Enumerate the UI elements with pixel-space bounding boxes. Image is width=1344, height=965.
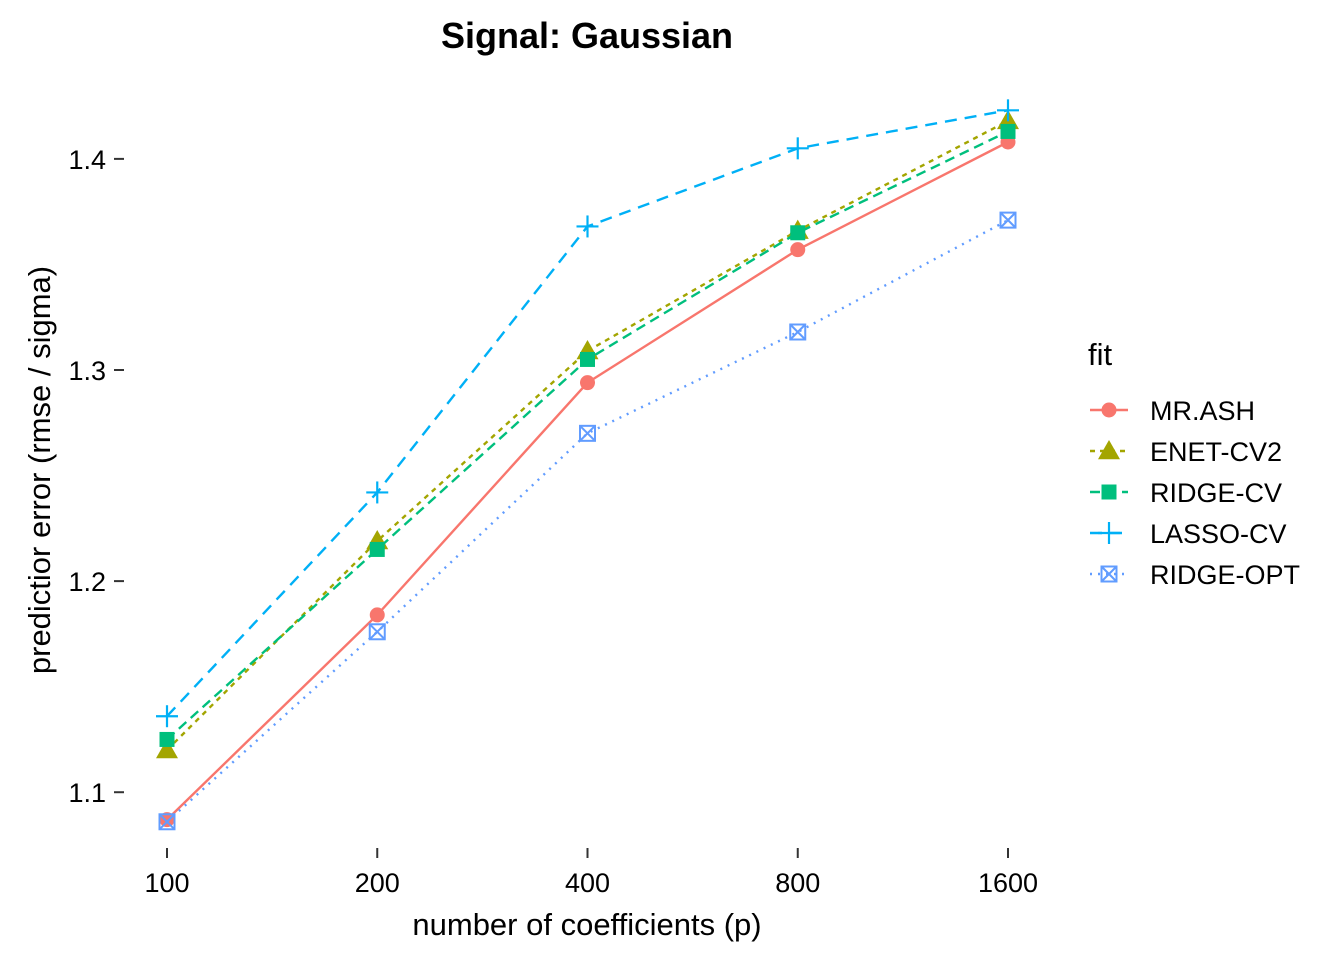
chart-title: Signal: Gaussian — [441, 15, 733, 56]
legend-item-enet-cv2: ENET-CV2 — [1090, 437, 1282, 467]
series-lasso-cv-point — [786, 137, 809, 160]
series-lasso-cv — [156, 99, 1019, 728]
legend-item-ridge-cv: RIDGE-CV — [1090, 478, 1282, 508]
legend-title: fit — [1088, 337, 1113, 372]
x-tick-label: 800 — [775, 868, 820, 898]
x-tick-label: 100 — [144, 868, 189, 898]
series-mr-ash-point — [369, 607, 385, 623]
series-mr-ash-point — [790, 242, 806, 258]
series-mr-ash-line — [166, 140, 1009, 821]
y-tick-label: 1.2 — [68, 567, 106, 597]
series-lasso-cv-point — [366, 481, 389, 504]
y-tick-label: 1.1 — [68, 778, 106, 808]
legend-key-point — [1100, 565, 1118, 583]
series-ridge-cv-point — [369, 541, 385, 557]
series-mr-ash — [159, 134, 1016, 828]
axes: 1.1 1.2 1.3 1.4 100 200 400 800 1600 — [68, 145, 1038, 898]
legend-item-ridge-opt: RIDGE-OPT — [1090, 560, 1300, 590]
series-layer — [156, 99, 1019, 831]
series-enet-cv2-point — [156, 739, 178, 759]
series-mr-ash-point — [159, 812, 175, 828]
series-lasso-cv-point — [156, 705, 178, 728]
legend-label: RIDGE-OPT — [1150, 560, 1300, 590]
y-axis-label: predictior error (rmse / sigma) — [22, 266, 57, 674]
series-ridge-cv — [159, 123, 1016, 747]
series-ridge-cv-point — [580, 351, 595, 367]
legend-key-point — [1098, 522, 1120, 544]
legend-label: ENET-CV2 — [1150, 437, 1282, 467]
series-lasso-cv-line — [166, 109, 1009, 718]
series-mr-ash-point — [580, 375, 595, 391]
series-ridge-cv-point — [159, 731, 175, 747]
series-lasso-cv-point — [997, 99, 1019, 122]
x-tick-label: 1600 — [978, 868, 1038, 898]
x-tick-label: 400 — [565, 868, 610, 898]
legend-item-lasso-cv: LASSO-CV — [1090, 519, 1287, 549]
x-tick-label: 200 — [355, 868, 400, 898]
x-axis-label: number of coefficients (p) — [412, 907, 761, 942]
series-ridge-opt-line — [166, 219, 1009, 823]
series-ridge-opt-point — [158, 813, 176, 831]
legend-key-point — [1101, 484, 1117, 500]
series-enet-cv2-line — [166, 119, 1009, 751]
series-ridge-cv-point — [790, 225, 806, 241]
series-ridge-opt-point — [579, 424, 596, 442]
series-ridge-opt-point — [789, 323, 807, 341]
y-tick-label: 1.4 — [68, 145, 106, 175]
series-ridge-opt-point — [368, 623, 386, 641]
series-ridge-opt-point — [999, 211, 1017, 229]
legend-item-mr-ash: MR.ASH — [1090, 396, 1255, 426]
legend-key-point — [1101, 402, 1117, 418]
legend-label: RIDGE-CV — [1150, 478, 1282, 508]
legend: fit MR.ASH ENET-CV2 RIDGE-CV LASSO-CV RIDGE-… — [1088, 337, 1300, 590]
legend-label: MR.ASH — [1150, 396, 1255, 426]
series-lasso-cv-point — [576, 215, 599, 238]
y-tick-label: 1.3 — [68, 356, 106, 386]
legend-key-point — [1098, 440, 1120, 460]
series-ridge-cv-point — [1000, 123, 1016, 139]
legend-label: LASSO-CV — [1150, 519, 1287, 549]
series-ridge-opt — [158, 211, 1017, 831]
